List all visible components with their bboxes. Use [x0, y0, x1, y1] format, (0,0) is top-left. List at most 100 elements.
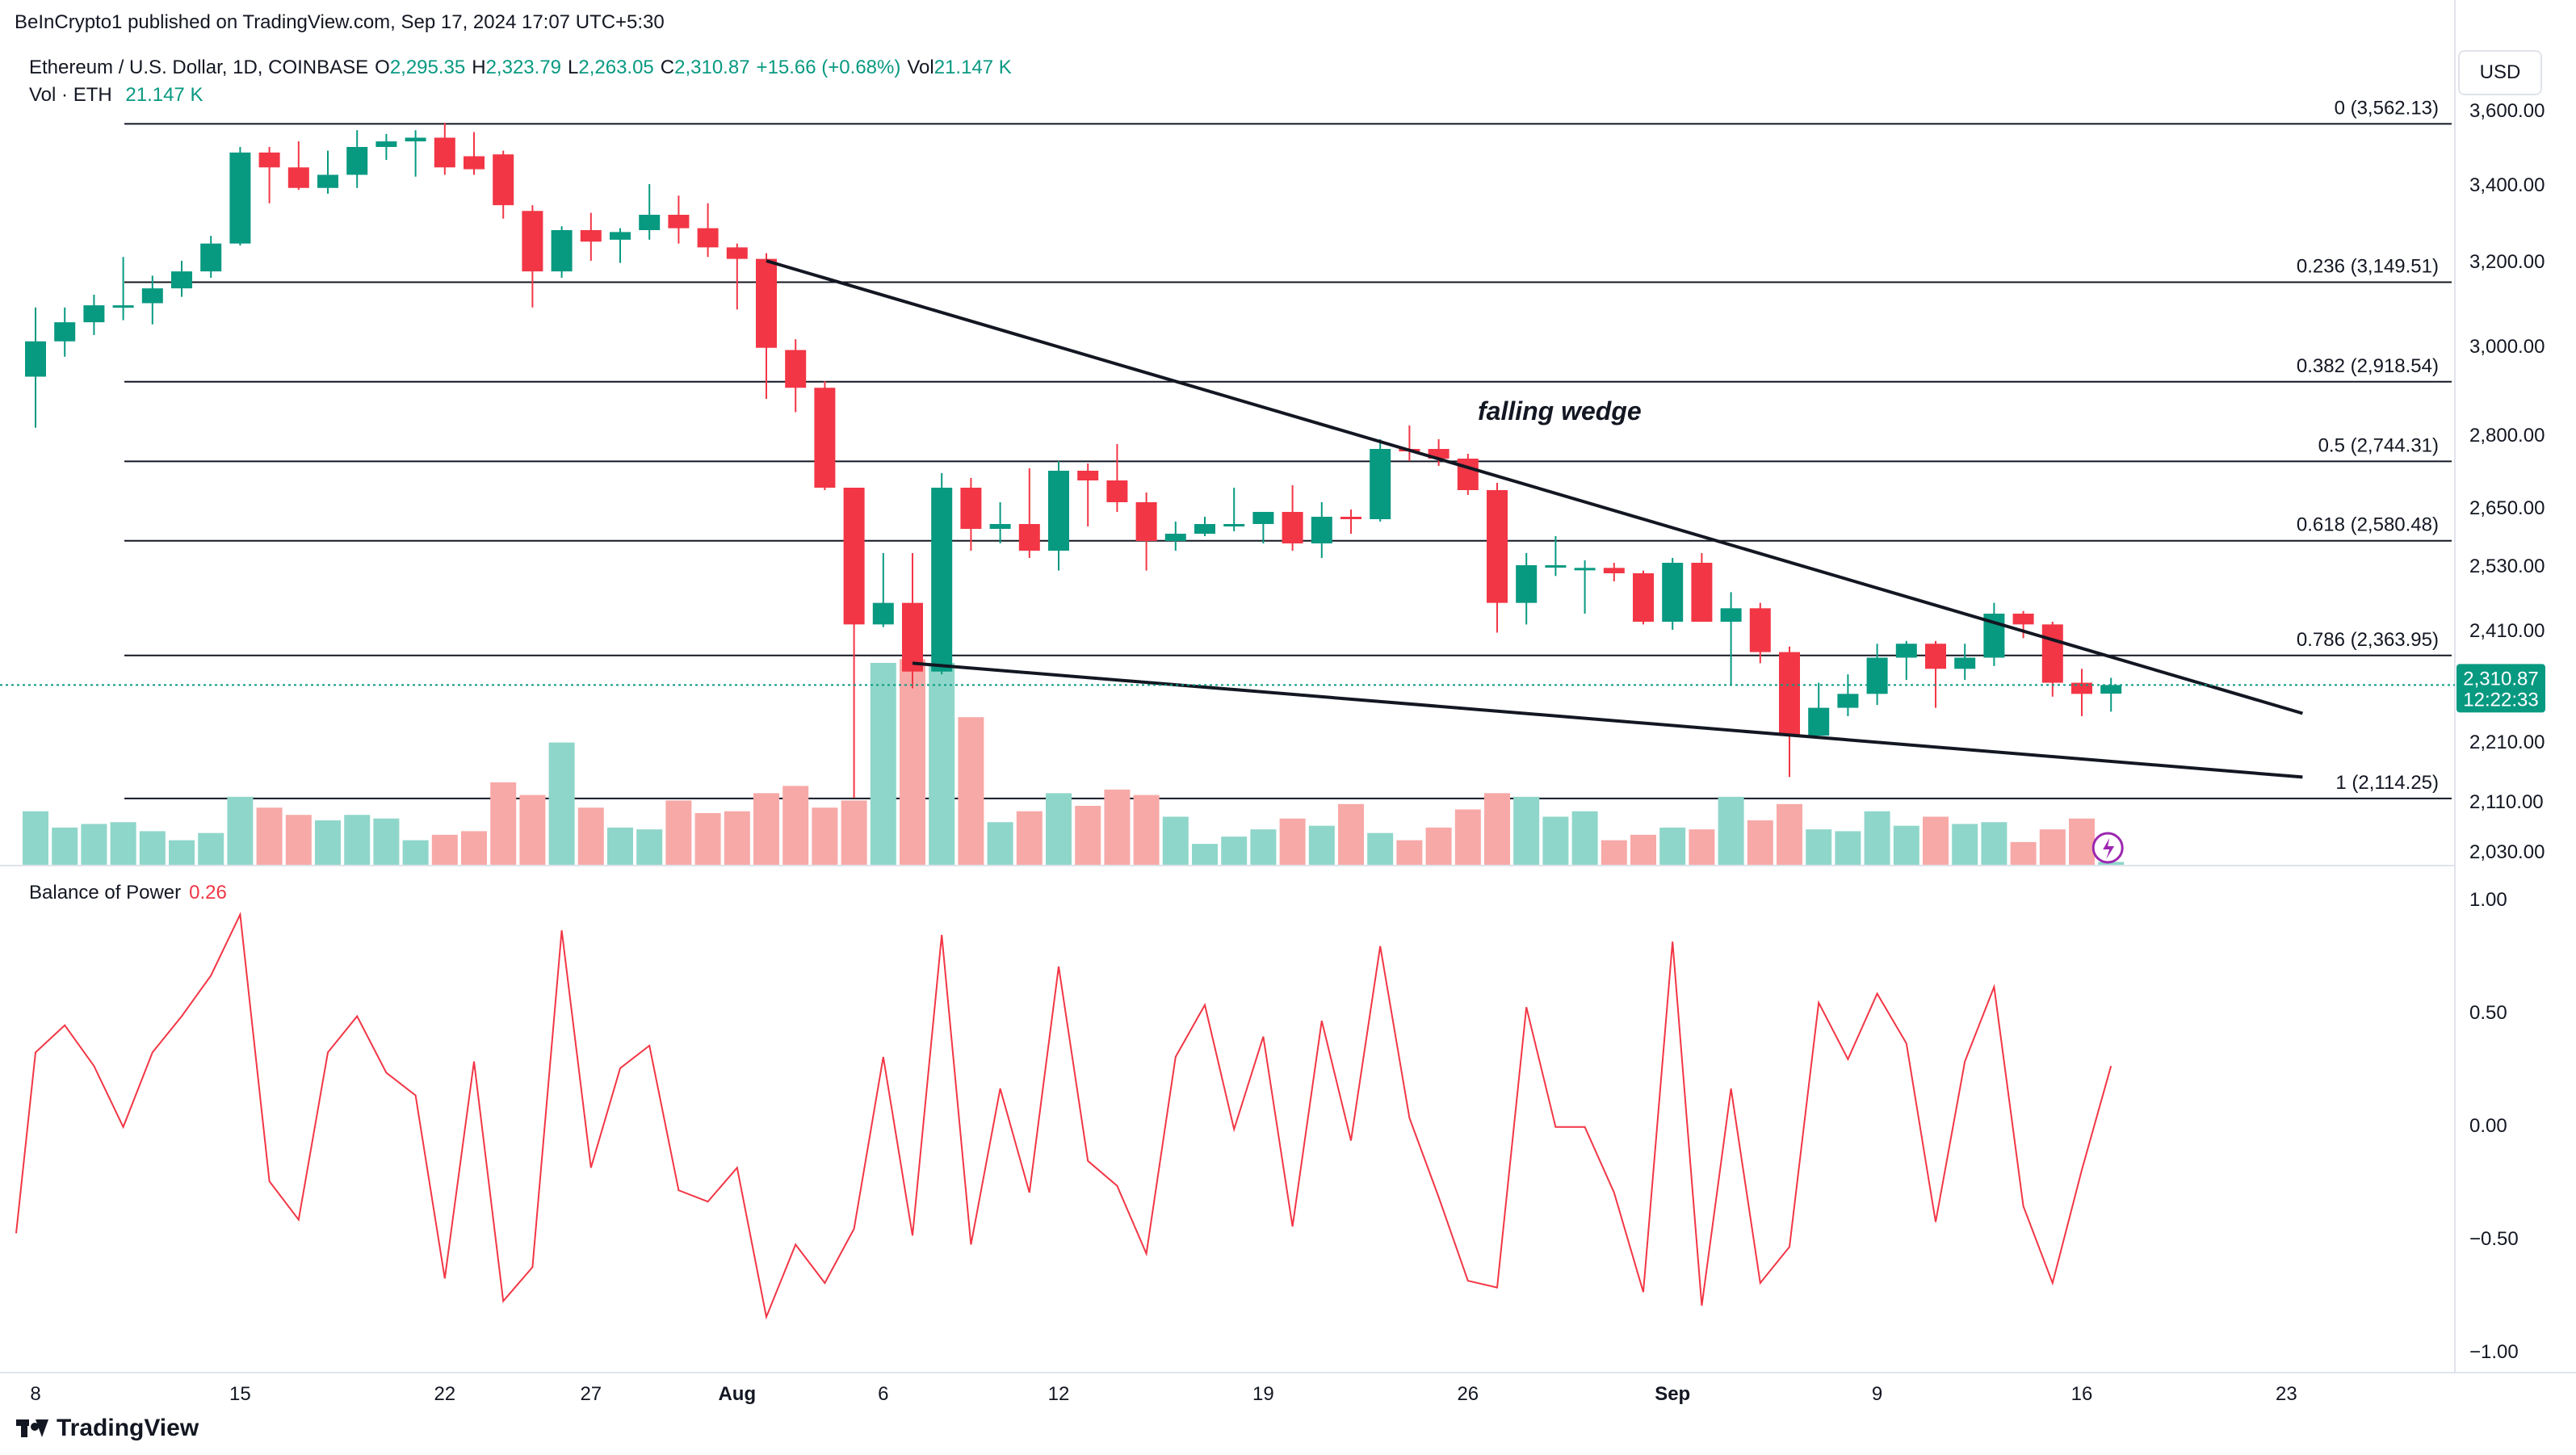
wedge-upper-line: [766, 259, 2303, 715]
candle-body: [346, 147, 368, 175]
symbol-legend[interactable]: Ethereum / U.S. Dollar, 1D, COINBASE O 2,2…: [29, 57, 1018, 79]
time-tick-label: 15: [229, 1383, 251, 1405]
time-tick-label: 16: [2071, 1383, 2093, 1405]
bop-legend[interactable]: Balance of Power 0.26: [29, 882, 227, 904]
volume-bar: [548, 742, 575, 866]
volume-bar: [256, 807, 283, 866]
close-value: 2,310.87: [674, 57, 750, 78]
balance-of-power-pane: 1.00 0.50 0.00 −0.50 −1.00: [15, 889, 2519, 1363]
candle-body: [200, 243, 222, 272]
candle-body: [785, 350, 807, 388]
bop-tick-label: 1.00: [2469, 889, 2507, 911]
price-axis[interactable]: 3,600.00 3,400.00 3,200.00 3,000.00 2,800.00…: [0, 0, 2576, 1373]
symbol-name: Ethereum / U.S. Dollar, 1D, COINBASE: [29, 57, 369, 78]
volume-bar: [2010, 841, 2037, 866]
volume-series-name: Vol · ETH: [29, 84, 112, 106]
volume-bar: [169, 840, 195, 866]
volume-bar: [782, 786, 809, 866]
volume-bar: [1367, 832, 1394, 866]
volume-bar: [2069, 818, 2095, 866]
countdown-label: 12:22:33: [2463, 689, 2538, 711]
candle-body: [580, 230, 602, 242]
falling-wedge-lines[interactable]: [766, 259, 2303, 779]
last-price-label: 2,310.87: [2463, 668, 2538, 690]
candle-body: [1808, 707, 1830, 736]
close-label: C: [660, 57, 675, 78]
volume-bar: [1454, 809, 1481, 866]
lightning-bolt-icon: [2103, 838, 2115, 859]
volume-bar: [139, 831, 166, 866]
candle-body: [639, 215, 661, 230]
open-label: O: [375, 57, 390, 78]
volume-bar: [958, 717, 984, 866]
price-tick-label: 2,410.00: [2469, 620, 2545, 642]
volume-bar: [1923, 816, 1949, 866]
high-value: 2,323.79: [485, 57, 561, 78]
volume-bar: [1308, 825, 1335, 866]
candle-body: [2041, 624, 2063, 683]
volume-bar: [841, 800, 867, 866]
candle-body: [1370, 449, 1391, 519]
volume-bar: [1162, 816, 1189, 866]
volume-bar: [1279, 818, 1306, 866]
candle-body: [375, 141, 397, 147]
volume-bar: [1571, 811, 1598, 866]
volume-legend[interactable]: Vol · ETH 21.147 K: [29, 84, 203, 107]
fib-level-label: 0.382 (2,918.54): [2297, 355, 2439, 377]
candle-body: [2012, 614, 2034, 625]
candle-body: [112, 305, 134, 308]
volume-bar: [900, 659, 925, 866]
candle-body: [1574, 568, 1596, 571]
time-axis[interactable]: 8 15 22 27 Aug 6 12 19 26 Sep 9 16 23: [30, 1383, 2297, 1405]
volume-bar: [929, 662, 955, 866]
wedge-lower-line: [912, 661, 2303, 779]
candle-body: [1077, 471, 1099, 480]
volume-bar: [607, 827, 633, 866]
volume-bar: [1747, 820, 1773, 866]
candle-body: [610, 232, 631, 240]
candle-body: [434, 137, 455, 168]
fib-level-label: 0 (3,562.13): [2335, 97, 2439, 119]
candle-body: [756, 258, 777, 348]
volume-bar: [1981, 822, 2008, 866]
candle-body: [1135, 502, 1157, 541]
falling-wedge-label: falling wedge: [1478, 396, 1642, 426]
candle-body: [1720, 608, 1742, 622]
candle-body: [1311, 517, 1332, 543]
volume-bar: [724, 811, 750, 866]
candle-body: [902, 602, 923, 672]
candle-body: [960, 488, 982, 529]
candle-body: [405, 137, 426, 142]
volume-bar: [1601, 840, 1627, 866]
candle-body: [814, 388, 836, 488]
time-tick-label: 27: [580, 1383, 602, 1405]
time-tick-label: 23: [2276, 1383, 2297, 1405]
candle-body: [1340, 517, 1361, 519]
time-tick-label: 6: [878, 1383, 888, 1405]
currency-button[interactable]: USD: [2458, 50, 2542, 95]
candle-body: [83, 305, 105, 323]
volume-bar: [1952, 824, 1978, 866]
volume-bar: [577, 807, 604, 866]
volume-bar: [81, 824, 107, 866]
candle-body: [1691, 563, 1713, 622]
price-tick-label: 2,800.00: [2469, 425, 2545, 447]
volume-bar: [1893, 825, 1919, 866]
low-value: 2,263.05: [578, 57, 654, 78]
candle-body: [522, 211, 543, 272]
candle-body: [2100, 685, 2122, 694]
volume-bar: [1075, 806, 1101, 866]
time-tick-label: 19: [1252, 1383, 1274, 1405]
volume-bar: [344, 815, 371, 866]
bop-tick-label: −0.50: [2469, 1228, 2519, 1250]
published-by-line: BeInCrypto1 published on TradingView.com…: [15, 11, 665, 33]
volume-bar: [636, 829, 663, 866]
volume-bar: [315, 820, 341, 866]
tradingview-logo[interactable]: TradingView: [16, 1415, 199, 1442]
volume-bar: [519, 795, 546, 866]
volume-value: 21.147 K: [933, 57, 1012, 78]
candle-body: [1633, 573, 1654, 622]
volume-bar: [1718, 796, 1744, 866]
volume-bars: [23, 659, 2125, 866]
